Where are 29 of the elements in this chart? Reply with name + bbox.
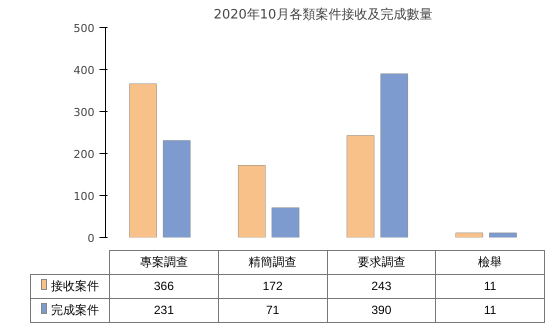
legend-label: 完成案件 (30, 298, 110, 322)
data-label: 11 (436, 274, 544, 298)
data-label: 390 (327, 298, 436, 322)
y-tick-label: 300 (74, 106, 95, 119)
x-tick-label: 要求調查 (327, 250, 436, 274)
y-tick-label: 400 (74, 64, 95, 77)
data-label: 243 (327, 274, 436, 298)
data-label: 366 (110, 274, 218, 298)
data-label: 71 (218, 298, 327, 322)
bar (346, 135, 374, 238)
bar (455, 232, 484, 238)
bar (380, 73, 408, 238)
bar (489, 232, 517, 238)
x-tick-label: 精簡調查 (218, 250, 327, 274)
y-tick-label: 200 (74, 148, 95, 161)
x-tick-label: 專案調查 (110, 250, 218, 274)
chart-title: 2020年10月各類案件接收及完成數量 (214, 6, 432, 22)
y-tick-label: 0 (88, 232, 94, 245)
x-tick-label: 檢舉 (436, 250, 544, 274)
bar (129, 84, 157, 238)
data-label: 172 (218, 274, 327, 298)
bar (272, 207, 300, 238)
y-tick-label: 100 (74, 190, 95, 203)
data-label: 11 (436, 298, 544, 322)
y-tick-label: 500 (74, 22, 95, 35)
data-label: 231 (110, 298, 218, 322)
bar (162, 140, 191, 238)
legend-label: 接收案件 (30, 274, 110, 298)
bar (238, 165, 266, 238)
